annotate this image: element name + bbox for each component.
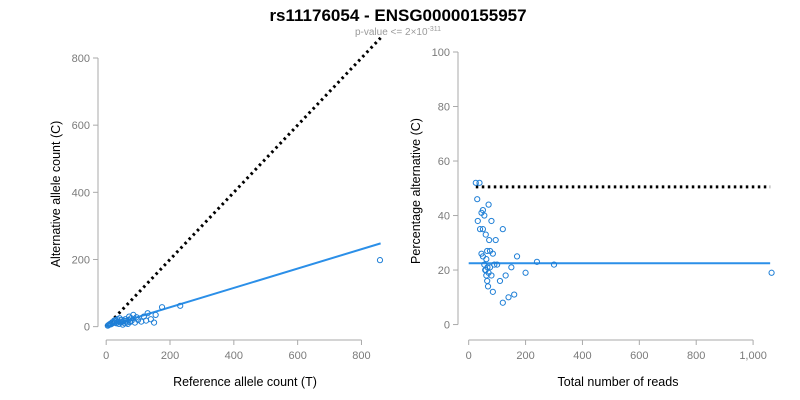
data-point — [485, 201, 492, 208]
subtitle-text: p-value <= 2×10 — [355, 27, 428, 38]
data-point — [486, 236, 493, 244]
data-point — [483, 256, 490, 263]
x-tick-label: 600 — [288, 350, 306, 362]
x-tick-label: 0 — [103, 350, 109, 362]
data-point — [177, 302, 184, 309]
x-axis-label: Reference allele count (T) — [173, 375, 317, 389]
data-point — [479, 226, 487, 233]
data-point — [494, 261, 501, 268]
y-tick-label: 100 — [432, 47, 450, 59]
data-point — [486, 264, 494, 271]
data-point — [484, 247, 491, 255]
y-tick-label: 800 — [72, 53, 90, 65]
data-point — [508, 264, 515, 271]
x-tick-label: 1,000 — [739, 350, 767, 362]
data-point — [476, 226, 484, 233]
x-tick-label: 200 — [516, 350, 534, 362]
x-tick-label: 200 — [161, 350, 179, 362]
data-point — [144, 310, 151, 317]
data-point — [505, 294, 512, 301]
data-point — [474, 217, 481, 225]
data-point — [482, 231, 489, 238]
data-point — [496, 277, 504, 285]
data-point — [492, 236, 499, 244]
y-tick-label: 200 — [72, 254, 90, 266]
data-point — [502, 272, 509, 279]
chart-subtitle: p-value <= 2×10-311 — [355, 26, 441, 38]
x-tick-label: 400 — [573, 350, 591, 362]
data-point — [484, 264, 491, 271]
x-axis-label: Total number of reads — [558, 375, 679, 389]
data-point — [113, 320, 120, 327]
data-point — [768, 269, 775, 276]
data-point — [489, 288, 496, 295]
data-point — [499, 226, 506, 233]
x-tick-label: 0 — [466, 350, 472, 362]
data-point — [376, 257, 384, 264]
subtitle-exponent: -311 — [428, 26, 442, 33]
y-tick-label: 60 — [438, 156, 450, 168]
data-point — [533, 258, 541, 265]
y-tick-label: 80 — [438, 102, 450, 114]
data-point — [488, 272, 495, 279]
data-point — [481, 212, 488, 219]
data-point — [484, 277, 491, 285]
data-point — [476, 179, 483, 186]
y-tick-label: 0 — [84, 322, 90, 334]
data-point — [499, 299, 506, 306]
chart-title: rs11176054 - ENSG00000155957 — [269, 6, 526, 25]
x-tick-label: 600 — [630, 350, 648, 362]
x-tick-label: 400 — [225, 350, 243, 362]
y-axis-label: Percentage alternative (C) — [409, 118, 423, 264]
y-tick-label: 20 — [438, 265, 450, 277]
data-point — [511, 291, 518, 298]
data-point — [472, 179, 479, 186]
x-tick-label: 800 — [352, 350, 370, 362]
data-point — [150, 319, 158, 326]
reference-dotted-line — [105, 36, 382, 328]
y-tick-label: 600 — [72, 120, 90, 132]
data-point — [147, 316, 154, 323]
data-point — [491, 261, 498, 268]
data-point — [484, 283, 492, 290]
data-point — [158, 304, 166, 311]
right-scatter-panel: 0 200 400 600 800 1,000 0 20 40 60 80 100 Total numb… — [409, 47, 775, 389]
y-tick-label: 40 — [438, 211, 450, 223]
data-point — [513, 253, 521, 260]
data-point — [522, 269, 529, 276]
fit-line — [105, 242, 381, 328]
left-scatter-panel: 0 200 400 600 800 0 200 400 600 800 Reference alle… — [49, 36, 384, 389]
data-point — [152, 311, 159, 318]
x-tick-label: 800 — [687, 350, 705, 362]
y-tick-label: 0 — [444, 320, 450, 332]
data-point — [479, 206, 487, 214]
data-point — [135, 316, 142, 324]
data-point — [488, 217, 495, 225]
y-axis-label: Alternative allele count (C) — [49, 121, 63, 268]
y-tick-label: 400 — [72, 187, 90, 199]
data-point — [474, 196, 481, 203]
data-point — [128, 317, 135, 324]
data-point — [550, 261, 558, 268]
data-point — [489, 250, 496, 257]
